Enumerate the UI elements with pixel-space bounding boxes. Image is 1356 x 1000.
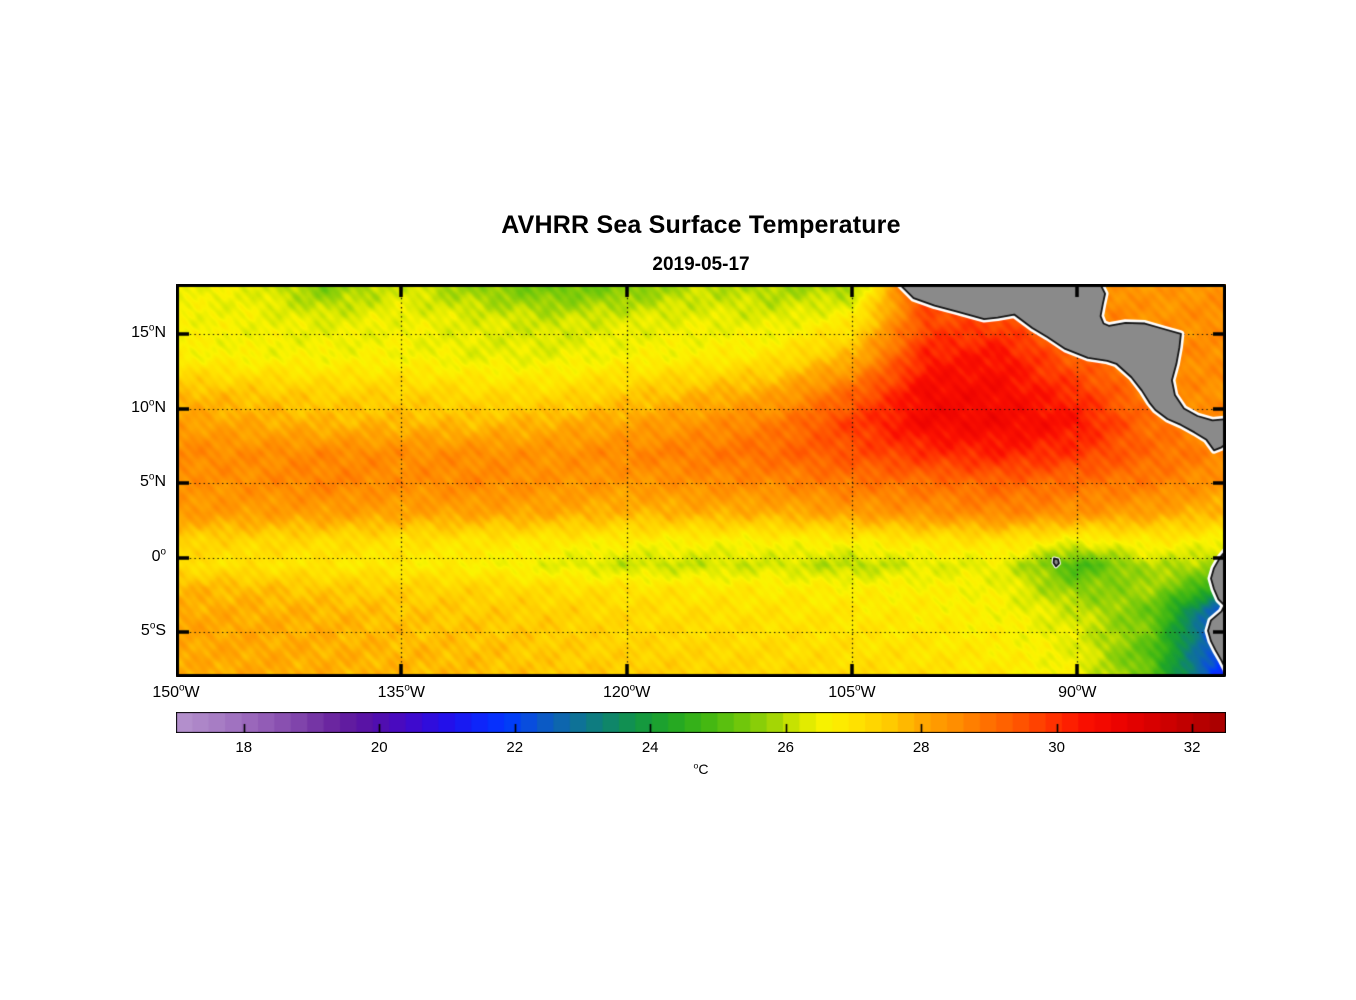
degree-symbol: o bbox=[149, 620, 156, 632]
degree-symbol: o bbox=[148, 471, 155, 483]
y-tick-label-5S: 5oS bbox=[140, 620, 166, 640]
x-tick-label-120W: 120oW bbox=[602, 682, 651, 701]
degree-symbol: o bbox=[854, 682, 861, 694]
colorbar-unit-label: oC bbox=[693, 760, 709, 777]
x-tick-label-150W: 150oW bbox=[152, 682, 200, 701]
y-tick-label-15N: 15oN bbox=[131, 322, 166, 341]
x-tick-label-135W: 135oW bbox=[377, 682, 425, 701]
x-tick-label-105W: 105oW bbox=[828, 682, 876, 701]
colorbar-tick-label-30: 30 bbox=[1048, 739, 1065, 756]
colorbar-tick-label-24: 24 bbox=[641, 739, 659, 756]
colorbar-tick-label-22: 22 bbox=[506, 739, 524, 756]
y-tick-label-10N: 10oN bbox=[131, 397, 166, 416]
colorbar-tick-label-26: 26 bbox=[777, 739, 795, 756]
colorbar-tick-label-32: 32 bbox=[1183, 739, 1201, 756]
degree-symbol: o bbox=[693, 760, 699, 771]
chart-title: AVHRR Sea Surface Temperature bbox=[501, 211, 901, 239]
degree-symbol: o bbox=[629, 682, 636, 694]
colorbar-tick-label-18: 18 bbox=[235, 739, 253, 756]
colorbar-tick-label-28: 28 bbox=[912, 739, 930, 756]
degree-symbol: o bbox=[148, 397, 155, 409]
degree-symbol: o bbox=[1075, 682, 1082, 694]
degree-symbol: o bbox=[404, 682, 410, 694]
degree-symbol: o bbox=[179, 682, 185, 694]
x-tick-label-90W: 90oW bbox=[1058, 682, 1097, 701]
colorbar-tick-label-20: 20 bbox=[370, 739, 388, 756]
chart-subtitle: 2019-05-17 bbox=[652, 254, 750, 275]
y-tick-label-0: 0o bbox=[151, 546, 166, 565]
sst-map-canvas bbox=[176, 284, 1226, 677]
y-tick-label-5N: 5oN bbox=[140, 471, 166, 491]
degree-symbol: o bbox=[148, 322, 155, 334]
degree-symbol: o bbox=[160, 546, 166, 558]
colorbar-canvas bbox=[176, 712, 1226, 733]
